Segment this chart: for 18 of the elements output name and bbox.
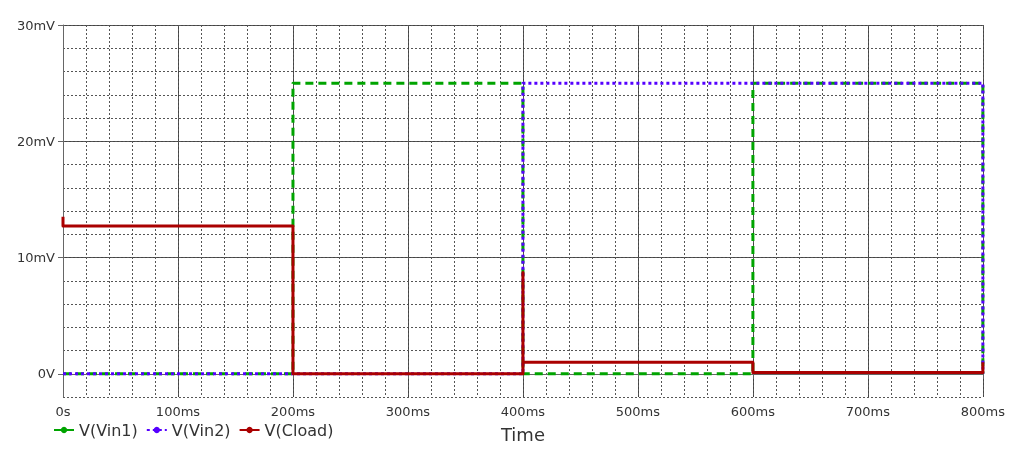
x-tick-label: 100ms <box>155 404 201 419</box>
x-tick-label: 800ms <box>960 404 1006 419</box>
legend-label: V(Cload) <box>264 420 334 440</box>
x-tick-label: 0s <box>55 404 71 419</box>
legend-label: V(Vin1) <box>79 420 138 440</box>
x-tick-label: 700ms <box>845 404 891 419</box>
y-tick-label: 0V <box>37 366 56 382</box>
legend-label: V(Vin2) <box>171 420 231 440</box>
y-tick-label: 10mV <box>16 250 56 265</box>
y-tick-label: 30mV <box>16 17 56 33</box>
x-tick-label: 400ms <box>500 404 546 419</box>
line-series <box>61 215 985 376</box>
x-tick-label: 500ms <box>615 404 661 419</box>
x-tick-label: 600ms <box>730 404 776 419</box>
x-tick-label: 200ms <box>270 404 316 419</box>
x-axis-title: Time <box>499 423 545 445</box>
x-tick-label: 300ms <box>385 404 431 419</box>
y-tick-label: 20mV <box>16 133 56 149</box>
